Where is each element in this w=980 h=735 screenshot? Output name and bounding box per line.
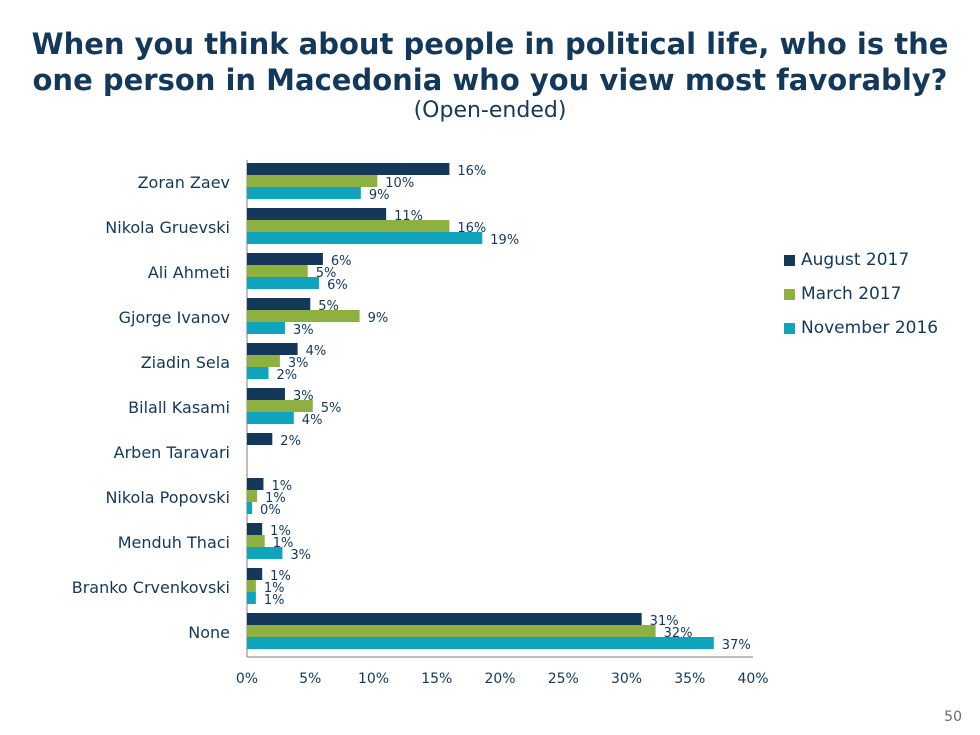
legend: August 2017 March 2017 November 2016 xyxy=(784,243,938,345)
data-label: 4% xyxy=(302,413,323,428)
legend-swatch-november-2016 xyxy=(784,322,795,334)
x-tick-label: 20% xyxy=(484,671,515,687)
category-label: Nikola Popovski xyxy=(105,488,230,507)
bar-august-2017 xyxy=(247,433,273,445)
category-label: Gjorge Ivanov xyxy=(119,308,230,327)
title-line-2: one person in Macedonia who you view mos… xyxy=(32,63,948,97)
bar-november-2016 xyxy=(247,412,294,424)
x-tick-label: 25% xyxy=(548,671,579,687)
data-label: 4% xyxy=(306,344,327,359)
x-tick-label: 15% xyxy=(421,671,452,687)
category-label: Ali Ahmeti xyxy=(148,263,230,282)
data-label: 1% xyxy=(270,569,291,584)
legend-item-march-2017: March 2017 xyxy=(784,277,938,311)
data-label: 2% xyxy=(277,368,298,383)
data-label: 1% xyxy=(271,479,292,494)
data-label: 3% xyxy=(293,323,314,338)
page-number: 50 xyxy=(944,709,962,725)
data-label: 19% xyxy=(490,233,519,248)
data-label: 5% xyxy=(316,266,337,281)
bar-august-2017 xyxy=(247,568,263,580)
data-label: 1% xyxy=(270,524,291,539)
data-label: 1% xyxy=(264,593,285,608)
bar-august-2017 xyxy=(247,343,298,355)
x-tick-label: 30% xyxy=(611,671,642,687)
data-label: 6% xyxy=(327,278,348,293)
category-label: Nikola Gruevski xyxy=(105,218,230,237)
bar-august-2017 xyxy=(247,163,450,175)
bar-august-2017 xyxy=(247,523,263,535)
bar-march-2017 xyxy=(247,580,256,592)
data-label: 0% xyxy=(260,503,281,518)
data-label: 5% xyxy=(321,401,342,416)
bar-november-2016 xyxy=(247,322,285,334)
bar-august-2017 xyxy=(247,208,387,220)
data-label: 31% xyxy=(650,614,679,629)
bar-november-2016 xyxy=(247,367,269,379)
legend-swatch-march-2017 xyxy=(784,288,795,300)
category-label: Menduh Thaci xyxy=(118,533,230,552)
chart-subtitle: (Open-ended) xyxy=(413,98,567,123)
x-tick-label: 10% xyxy=(358,671,389,687)
category-label: Branko Crvenkovski xyxy=(72,578,230,597)
bar-march-2017 xyxy=(247,265,308,277)
x-tick-label: 35% xyxy=(674,671,705,687)
category-label: None xyxy=(188,623,230,642)
data-label: 9% xyxy=(369,188,390,203)
title-line-1: When you think about people in political… xyxy=(31,27,949,61)
data-label: 3% xyxy=(288,356,309,371)
bar-november-2016 xyxy=(247,277,320,289)
category-label: Arben Taravari xyxy=(114,443,230,462)
bar-august-2017 xyxy=(247,388,285,400)
bar-march-2017 xyxy=(247,490,258,502)
bar-november-2016 xyxy=(247,187,361,199)
bar-november-2016 xyxy=(247,502,253,514)
legend-item-november-2016: November 2016 xyxy=(784,311,938,345)
bar-november-2016 xyxy=(247,637,714,649)
bar-november-2016 xyxy=(247,232,483,244)
data-label: 6% xyxy=(331,254,352,269)
legend-label-november-2016: November 2016 xyxy=(801,318,939,338)
legend-label-march-2017: March 2017 xyxy=(801,284,902,304)
data-label: 9% xyxy=(368,311,389,326)
data-label: 1% xyxy=(265,491,286,506)
category-label: Bilall Kasami xyxy=(128,398,230,417)
legend-item-august-2017: August 2017 xyxy=(784,243,938,277)
bar-november-2016 xyxy=(247,547,283,559)
data-label: 37% xyxy=(722,638,751,653)
x-tick-label: 5% xyxy=(299,671,321,687)
bar-march-2017 xyxy=(247,400,313,412)
bar-august-2017 xyxy=(247,298,311,310)
legend-label-august-2017: August 2017 xyxy=(801,250,910,270)
data-label: 16% xyxy=(457,164,486,179)
legend-swatch-august-2017 xyxy=(784,254,795,266)
bar-august-2017 xyxy=(247,613,642,625)
bar-march-2017 xyxy=(247,625,656,637)
bar-march-2017 xyxy=(247,175,378,187)
data-label: 10% xyxy=(385,176,414,191)
bar-march-2017 xyxy=(247,220,450,232)
bar-november-2016 xyxy=(247,592,256,604)
bar-march-2017 xyxy=(247,310,360,322)
bar-august-2017 xyxy=(247,253,323,265)
chart-title: When you think about people in political… xyxy=(0,26,980,98)
category-label: Ziadin Sela xyxy=(141,353,230,372)
bar-march-2017 xyxy=(247,355,280,367)
x-tick-label: 40% xyxy=(737,671,768,687)
bar-march-2017 xyxy=(247,535,265,547)
data-label: 3% xyxy=(290,548,311,563)
x-tick-label: 0% xyxy=(236,671,258,687)
data-label: 2% xyxy=(280,434,301,449)
data-label: 1% xyxy=(264,581,285,596)
category-label: Zoran Zaev xyxy=(138,173,230,192)
bar-august-2017 xyxy=(247,478,264,490)
